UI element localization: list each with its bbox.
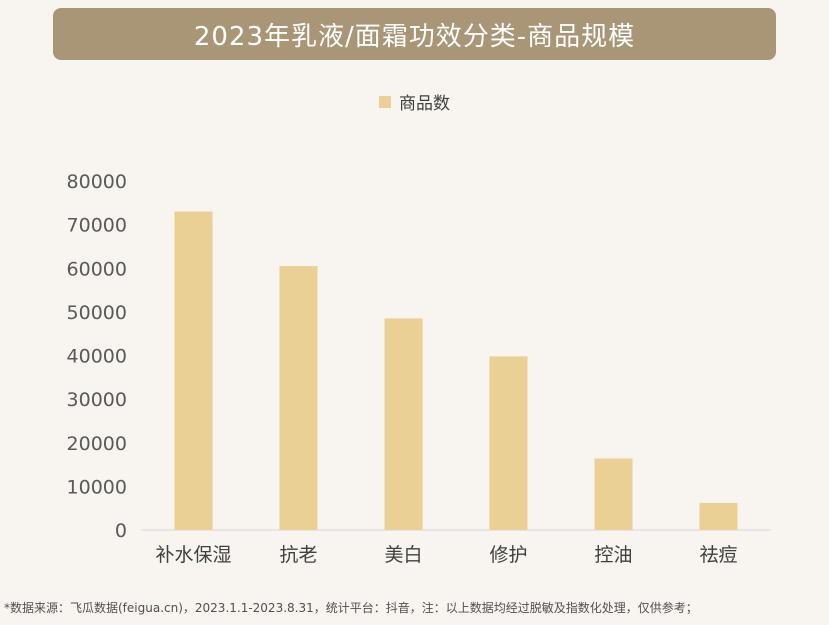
y-tick-label: 10000 xyxy=(67,476,127,498)
footnote: *数据来源：飞瓜数据(feigua.cn)，2023.1.1-2023.8.31… xyxy=(4,601,698,615)
x-tick-label: 补水保湿 xyxy=(155,544,231,566)
y-tick-label: 30000 xyxy=(67,389,127,411)
x-tick-label: 美白 xyxy=(384,544,422,566)
title-banner: 2023年乳液/面霜功效分类-商品规模 xyxy=(53,8,776,60)
bar-chart: 0 10000 20000 30000 40000 50000 60000 70000 8000… xyxy=(67,171,771,566)
y-tick-label: 80000 xyxy=(67,171,127,193)
bar-3 xyxy=(489,356,528,530)
y-tick-label: 40000 xyxy=(67,346,127,368)
bar-5 xyxy=(699,502,738,530)
chart-title: 2023年乳液/面霜功效分类-商品规模 xyxy=(193,21,636,52)
bar-1 xyxy=(279,266,318,530)
bar-2 xyxy=(384,318,423,530)
y-tick-label: 70000 xyxy=(67,215,127,237)
legend: 商品数 xyxy=(0,89,829,114)
y-tick-label: 0 xyxy=(115,520,127,542)
y-tick-label: 20000 xyxy=(67,433,127,455)
x-tick-label: 修护 xyxy=(489,544,527,566)
bar-0 xyxy=(174,211,213,530)
x-tick-label: 祛痘 xyxy=(699,544,737,566)
y-tick-label: 50000 xyxy=(67,302,127,324)
y-tick-label: 60000 xyxy=(67,258,127,280)
x-tick-label: 抗老 xyxy=(279,544,317,566)
legend-swatch xyxy=(379,95,391,108)
bar-4 xyxy=(594,458,633,530)
legend-label: 商品数 xyxy=(399,94,450,114)
x-tick-label: 控油 xyxy=(594,544,632,566)
